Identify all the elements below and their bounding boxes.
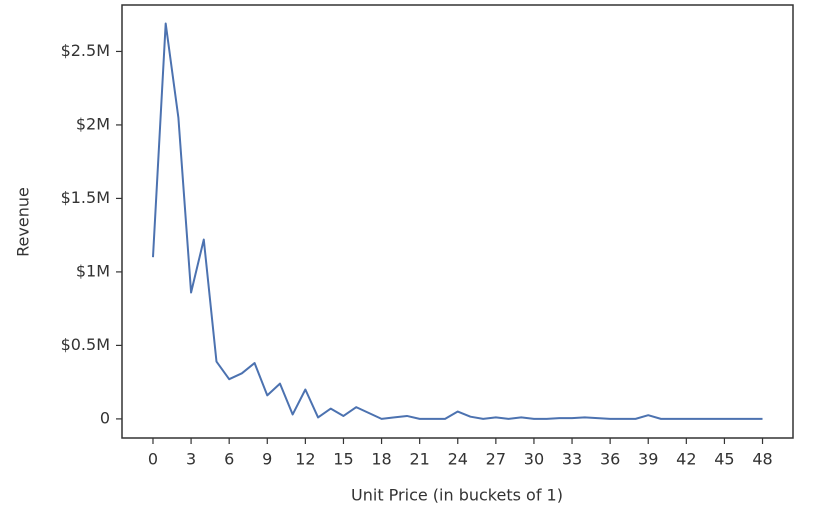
x-tick-label: 3 <box>186 450 196 469</box>
x-tick-label: 18 <box>371 450 391 469</box>
x-tick-label: 9 <box>262 450 272 469</box>
line-series <box>151 22 763 420</box>
x-tick-label: 45 <box>714 450 734 469</box>
plot-frame <box>121 4 794 439</box>
x-tick-label: 12 <box>295 450 315 469</box>
x-tick-label: 30 <box>524 450 544 469</box>
y-tick-label: $2M <box>76 114 110 133</box>
x-tick-label: 21 <box>409 450 429 469</box>
x-tick-label: 15 <box>333 450 353 469</box>
x-tick-label: 48 <box>752 450 772 469</box>
x-axis-label: Unit Price (in buckets of 1) <box>351 486 563 505</box>
x-tick-label: 0 <box>148 450 158 469</box>
x-tick-label: 6 <box>224 450 234 469</box>
y-tick-label: $0.5M <box>61 335 110 354</box>
y-tick-label: $1.5M <box>61 188 110 207</box>
y-tick-label: $1M <box>76 261 110 280</box>
y-tick-label: 0 <box>100 408 110 427</box>
y-axis-label: Revenue <box>14 187 33 257</box>
x-tick-label: 27 <box>486 450 506 469</box>
x-tick-label: 33 <box>562 450 582 469</box>
x-tick-label: 42 <box>676 450 696 469</box>
x-tick-label: 24 <box>448 450 468 469</box>
y-tick-label: $2.5M <box>61 41 110 60</box>
x-tick-label: 36 <box>600 450 620 469</box>
x-tick-label: 39 <box>638 450 658 469</box>
